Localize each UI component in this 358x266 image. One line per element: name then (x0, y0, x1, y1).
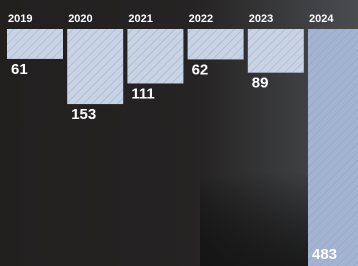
x-tick-label: 2022 (189, 13, 213, 25)
value-label: 89 (252, 75, 269, 92)
value-label: 153 (71, 106, 96, 123)
value-label: 61 (11, 61, 28, 78)
x-tick-label: 2024 (309, 13, 334, 25)
value-label: 483 (312, 246, 337, 263)
bar-hatch (7, 29, 63, 59)
value-label: 62 (192, 61, 209, 78)
chart: 2019 61 2020 153 2021 111 2022 62 2023 89 2024 483 (0, 0, 358, 266)
x-tick-label: 2019 (8, 13, 32, 25)
bar-hatch (127, 29, 183, 83)
value-label: 111 (131, 85, 154, 102)
x-tick-label: 2020 (68, 13, 92, 25)
bar-hatch (67, 29, 123, 104)
x-tick-label: 2023 (249, 13, 273, 25)
bar-hatch (248, 29, 304, 73)
page: 201961202015320211112022622023892024483 … (0, 0, 358, 266)
x-tick-label: 2021 (128, 13, 152, 25)
bar-hatch (188, 29, 244, 59)
bar-hatch (308, 29, 358, 266)
